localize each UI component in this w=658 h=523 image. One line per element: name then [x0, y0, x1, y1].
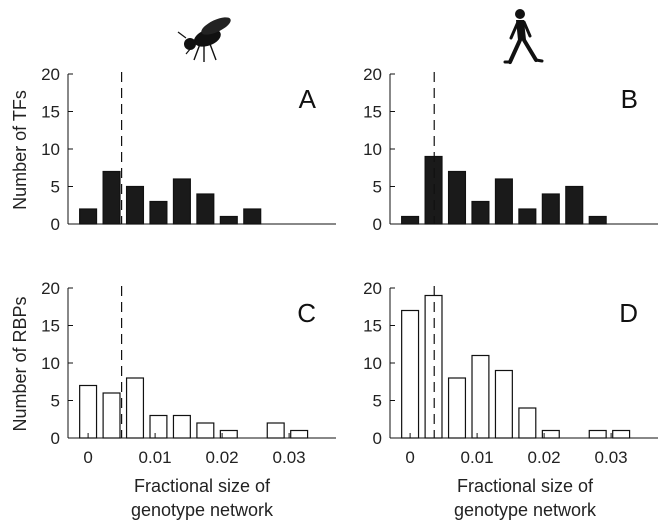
histogram-bar [447, 377, 467, 439]
y-tick-label: 10 [41, 140, 60, 159]
y-tick-label: 15 [363, 317, 382, 336]
x-tick-label: 0.01 [139, 448, 172, 467]
histogram-bar [196, 422, 215, 439]
histogram-bar [172, 414, 191, 439]
histogram-bar [471, 200, 490, 225]
y-tick-label: 20 [41, 65, 60, 84]
panel-a: 0 5 10 15 20 A [41, 65, 336, 234]
histogram-bar [401, 215, 420, 225]
x-axis-label-d-line2: genotype network [454, 500, 597, 520]
y-tick-label: 15 [41, 317, 60, 336]
y-tick-label: 15 [41, 103, 60, 122]
histogram-bar [102, 392, 121, 439]
x-tick-label: 0 [405, 448, 414, 467]
y-tick-label: 20 [363, 65, 382, 84]
histogram-bar [401, 309, 420, 439]
y-tick-label: 0 [51, 429, 60, 448]
y-tick-label: 20 [363, 279, 382, 298]
y-tick-label: 15 [363, 103, 382, 122]
histogram-bar [149, 200, 168, 225]
panel-letter: D [619, 298, 638, 328]
panel-letter: C [297, 298, 316, 328]
y-tick-label: 10 [363, 354, 382, 373]
y-tick-label: 5 [51, 178, 60, 197]
histogram-bar [219, 429, 238, 439]
human-walking-icon [503, 9, 544, 64]
histogram-bar [196, 193, 215, 225]
histogram-bar [290, 429, 309, 439]
y-tick-label: 20 [41, 279, 60, 298]
y-tick-label: 10 [41, 354, 60, 373]
y-tick-label: 0 [373, 429, 382, 448]
histogram-bar [79, 208, 98, 225]
y-axis-label-bottom: Number of RBPs [10, 296, 30, 431]
histogram-bar [125, 377, 145, 439]
panel-c: 0 5 10 15 20 0 0.01 0.02 0.03 C [41, 279, 336, 467]
histogram-bar [494, 178, 513, 225]
y-tick-label: 5 [51, 392, 60, 411]
histogram-bar [424, 294, 443, 439]
histogram-bar [565, 185, 584, 225]
y-tick-label: 5 [373, 178, 382, 197]
panel-letter: B [621, 84, 638, 114]
histogram-bar [518, 208, 537, 225]
histogram-bar [102, 170, 121, 225]
histogram-bar [588, 215, 607, 225]
histogram-bar [266, 422, 285, 439]
histogram-bar [243, 208, 262, 225]
histogram-bar [447, 170, 467, 225]
x-tick-label: 0.02 [528, 448, 561, 467]
histogram-bar [125, 185, 145, 225]
histogram-bar [149, 414, 168, 439]
histogram-bar [79, 384, 98, 439]
histogram-bar [172, 178, 191, 225]
y-tick-label: 5 [373, 392, 382, 411]
x-tick-label: 0.03 [595, 448, 628, 467]
histogram-bar [471, 354, 490, 439]
fly-icon [177, 17, 231, 62]
panel-letter: A [299, 84, 317, 114]
histogram-bar [612, 429, 631, 439]
histogram-bar [424, 155, 443, 225]
x-axis-label-d-line1: Fractional size of [457, 476, 594, 496]
panel-d: 0 5 10 15 20 0 0.01 0.02 0.03 D [363, 279, 658, 467]
x-tick-label: 0.02 [206, 448, 239, 467]
y-tick-label: 0 [373, 215, 382, 234]
y-axis-label-top: Number of TFs [10, 90, 30, 210]
histogram-bar [541, 193, 560, 225]
histogram-bar [494, 369, 513, 439]
panel-b: 0 5 10 15 20 B [363, 65, 658, 234]
x-tick-label: 0 [83, 448, 92, 467]
x-tick-label: 0.03 [273, 448, 306, 467]
x-axis-label-c-line2: genotype network [131, 500, 274, 520]
histogram-bar [541, 429, 560, 439]
histogram-bar [518, 407, 537, 439]
y-tick-label: 0 [51, 215, 60, 234]
y-tick-label: 10 [363, 140, 382, 159]
x-axis-label-c-line1: Fractional size of [134, 476, 271, 496]
histogram-bar [588, 429, 607, 439]
x-tick-label: 0.01 [461, 448, 494, 467]
histogram-bar [219, 215, 238, 225]
